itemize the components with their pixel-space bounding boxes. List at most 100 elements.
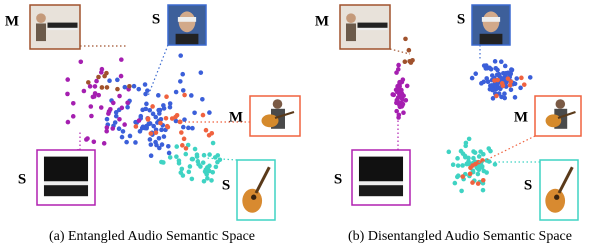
embedding-point bbox=[153, 140, 158, 145]
embedding-point bbox=[154, 130, 159, 135]
embedding-point bbox=[147, 108, 152, 113]
embedding-point bbox=[149, 153, 154, 158]
embedding-point bbox=[456, 163, 461, 168]
embedding-point bbox=[88, 84, 93, 89]
embedding-point bbox=[508, 83, 513, 88]
embedding-point bbox=[180, 72, 185, 77]
embedding-point bbox=[177, 158, 182, 163]
embedding-point bbox=[203, 169, 208, 174]
embedding-point bbox=[148, 137, 153, 142]
embedding-point bbox=[207, 152, 212, 157]
embedding-point bbox=[181, 125, 186, 130]
embedding-point bbox=[204, 128, 209, 133]
embedding-point bbox=[174, 154, 179, 159]
embedding-point bbox=[184, 146, 189, 151]
embedding-point bbox=[159, 128, 164, 133]
embedding-point bbox=[145, 88, 150, 93]
embedding-point bbox=[166, 144, 171, 149]
piano bbox=[48, 23, 78, 28]
embedding-point bbox=[117, 126, 122, 131]
goggles bbox=[178, 17, 196, 22]
head bbox=[346, 13, 356, 23]
embedding-point bbox=[504, 71, 509, 76]
inset bbox=[540, 160, 578, 220]
embedding-point bbox=[99, 105, 104, 110]
embedding-point bbox=[489, 67, 494, 72]
embedding-point bbox=[470, 180, 475, 185]
embedding-point bbox=[181, 173, 186, 178]
embedding-point bbox=[96, 75, 101, 80]
embedding-point bbox=[519, 76, 524, 81]
embedding-point bbox=[484, 76, 489, 81]
embedding-point bbox=[146, 116, 151, 121]
embedding-point bbox=[497, 72, 502, 77]
inset-label: M bbox=[315, 13, 329, 29]
embedding-point bbox=[168, 105, 173, 110]
embedding-point bbox=[397, 113, 402, 118]
head bbox=[273, 99, 283, 109]
embedding-point bbox=[201, 113, 206, 118]
embedding-point bbox=[528, 75, 533, 80]
embedding-point bbox=[410, 58, 415, 63]
embedding-point bbox=[178, 53, 183, 58]
head bbox=[556, 99, 566, 109]
embedding-point bbox=[125, 100, 130, 105]
head bbox=[36, 13, 46, 23]
embedding-point bbox=[162, 134, 167, 139]
embedding-point bbox=[471, 156, 476, 161]
embedding-point bbox=[207, 133, 212, 138]
embedding-point bbox=[157, 136, 162, 141]
embedding-point bbox=[476, 160, 481, 165]
embedding-point bbox=[522, 82, 527, 87]
caption: (b) Disentangled Audio Semantic Space bbox=[348, 229, 572, 244]
embedding-point bbox=[493, 59, 498, 64]
embedding-point bbox=[513, 95, 518, 100]
embedding-point bbox=[192, 110, 197, 115]
embedding-point bbox=[481, 188, 486, 193]
piano-body bbox=[44, 157, 88, 182]
embedding-point bbox=[71, 101, 76, 106]
embedding-point bbox=[189, 93, 194, 98]
embedding-point bbox=[65, 92, 70, 97]
embedding-point bbox=[100, 67, 105, 72]
embedding-point bbox=[66, 120, 71, 125]
embedding-point bbox=[214, 165, 219, 170]
embedding-point bbox=[460, 163, 465, 168]
embedding-point bbox=[509, 87, 514, 92]
inset-label: M bbox=[5, 13, 19, 29]
embedding-point bbox=[137, 118, 142, 123]
inset-label: S bbox=[152, 11, 160, 27]
inset bbox=[168, 5, 206, 45]
shirt bbox=[480, 34, 503, 45]
embedding-point bbox=[120, 106, 125, 111]
embedding-point bbox=[164, 94, 169, 99]
keys bbox=[44, 181, 88, 185]
embedding-point bbox=[93, 84, 98, 89]
embedding-point bbox=[162, 106, 167, 111]
piano bbox=[358, 23, 388, 28]
embedding-point bbox=[506, 76, 511, 81]
keys bbox=[48, 28, 78, 30]
inset-label: M bbox=[514, 109, 528, 125]
guitar bbox=[546, 114, 562, 127]
caption: (a) Entangled Audio Semantic Space bbox=[49, 229, 255, 244]
inset bbox=[237, 160, 275, 220]
embedding-point bbox=[468, 172, 473, 177]
embedding-point bbox=[138, 114, 143, 119]
embedding-point bbox=[209, 178, 214, 183]
embedding-point bbox=[161, 160, 166, 165]
embedding-point bbox=[149, 142, 154, 147]
keys bbox=[358, 28, 388, 30]
embedding-point bbox=[210, 170, 215, 175]
embedding-point bbox=[157, 111, 162, 116]
embedding-point bbox=[401, 110, 406, 115]
embedding-point bbox=[102, 141, 107, 146]
embedding-point bbox=[125, 105, 130, 110]
embedding-point bbox=[196, 162, 201, 167]
inset-label: S bbox=[457, 11, 465, 27]
inset bbox=[30, 5, 80, 49]
embedding-point bbox=[518, 86, 523, 91]
embedding-point bbox=[193, 147, 198, 152]
embedding-point bbox=[105, 85, 110, 90]
embedding-point bbox=[484, 170, 489, 175]
